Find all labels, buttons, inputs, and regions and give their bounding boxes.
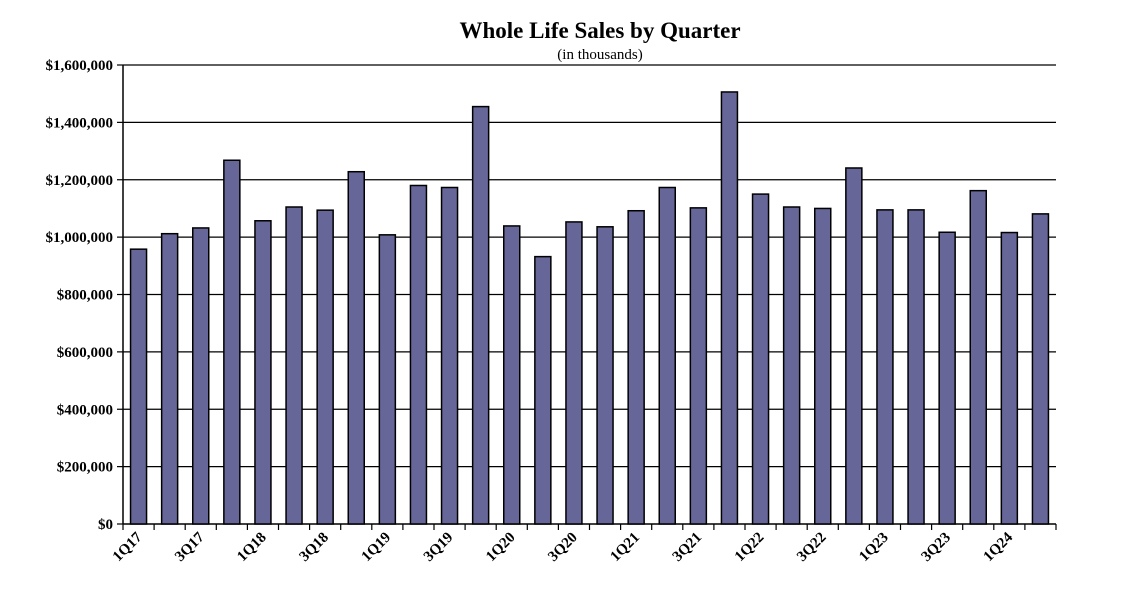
bar-2Q17	[160, 232, 179, 525]
bar-2Q19	[409, 184, 428, 525]
x-tick-label: 1Q23	[856, 530, 891, 565]
chart-title: Whole Life Sales by Quarter	[459, 18, 741, 43]
bar-1Q23	[876, 209, 894, 525]
bar-4Q18	[347, 170, 365, 525]
bar-1Q20	[503, 225, 521, 525]
x-tick-label: 3Q22	[794, 530, 829, 565]
bar-1Q18	[254, 220, 272, 525]
bar-1Q22	[751, 193, 770, 525]
x-tick-label: 3Q19	[421, 530, 456, 565]
y-tick-label: $1,600,000	[46, 58, 114, 74]
bar-3Q17	[192, 227, 210, 525]
bar-4Q22	[845, 167, 863, 525]
bar-1Q24	[1000, 231, 1019, 525]
y-tick-label: $400,000	[57, 402, 113, 418]
x-tick-label: 3Q17	[172, 529, 208, 565]
x-tick-label: 1Q17	[110, 529, 146, 565]
y-tick-label: $1,200,000	[46, 173, 114, 189]
bar-4Q23	[969, 189, 987, 525]
x-tick-label: 3Q23	[919, 530, 954, 565]
bar-3Q22	[814, 207, 832, 525]
x-tick-label: 1Q18	[234, 530, 269, 565]
x-tick-label: 3Q21	[670, 530, 705, 565]
bar-2Q23	[907, 209, 925, 525]
bar-2Q20	[534, 255, 552, 525]
bar-3Q19	[440, 186, 459, 525]
bar-3Q20	[565, 221, 583, 525]
y-tick-label: $600,000	[57, 345, 113, 361]
y-tick-label: $1,400,000	[46, 115, 114, 131]
bar-3Q23	[938, 231, 956, 525]
x-tick-label: 3Q18	[297, 530, 332, 565]
bar-4Q19	[471, 105, 490, 525]
bar-2Q24	[1031, 213, 1050, 525]
bar-1Q17	[129, 248, 148, 525]
bar-1Q21	[627, 209, 645, 525]
bar-4Q17	[223, 159, 241, 525]
bar-2Q18	[285, 206, 303, 525]
bar-1Q19	[378, 234, 397, 525]
y-tick-label: $1,000,000	[46, 230, 114, 246]
bar-2Q21	[658, 186, 676, 525]
bar-4Q20	[596, 226, 614, 525]
bar-4Q21	[720, 91, 739, 525]
bar-3Q18	[316, 209, 334, 525]
x-tick-label: 1Q22	[732, 530, 767, 565]
y-tick-label: $0	[98, 517, 113, 533]
x-tick-label: 1Q19	[359, 530, 394, 565]
x-tick-label: 3Q20	[545, 530, 580, 565]
x-tick-label: 1Q20	[483, 530, 518, 565]
x-tick-label: 1Q21	[608, 530, 643, 565]
bar-3Q21	[689, 207, 708, 525]
y-tick-label: $800,000	[57, 288, 113, 304]
bar-2Q22	[782, 206, 801, 525]
x-tick-label: 1Q24	[981, 529, 1017, 565]
y-tick-label: $200,000	[57, 460, 113, 476]
chart-subtitle: (in thousands)	[557, 47, 643, 63]
